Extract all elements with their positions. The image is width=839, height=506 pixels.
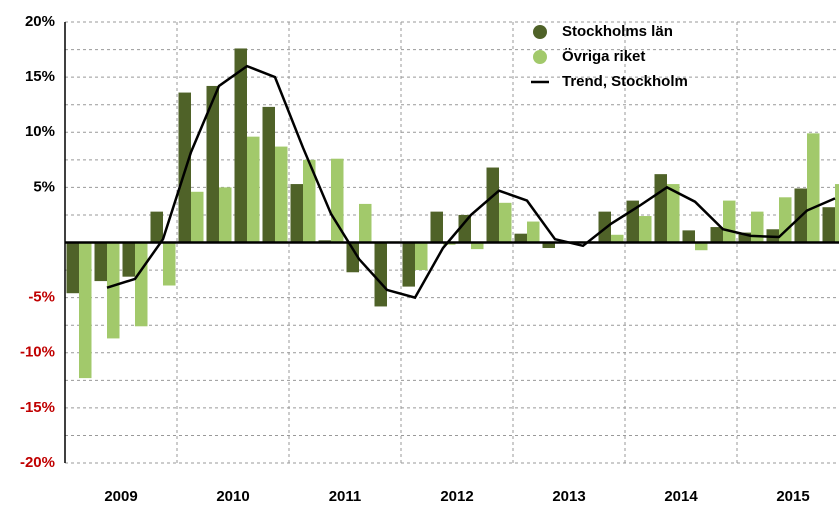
bar — [191, 191, 204, 243]
bar — [723, 200, 736, 243]
plot — [65, 21, 839, 464]
x-tick-label: 2009 — [104, 488, 137, 505]
bar — [346, 242, 359, 273]
bar — [514, 233, 527, 243]
bar — [471, 242, 484, 250]
y-tick-label: 15% — [25, 68, 55, 85]
bar — [822, 207, 835, 243]
bar — [667, 184, 680, 243]
legend-label: Trend, Stockholm — [562, 73, 688, 90]
y-tick-label: -15% — [20, 399, 55, 416]
bar — [779, 197, 792, 243]
bar — [374, 242, 387, 307]
bar — [499, 202, 512, 243]
legend-label: Stockholms län — [562, 23, 673, 40]
bar — [275, 146, 288, 243]
x-tick-label: 2013 — [552, 488, 585, 505]
bar — [415, 242, 428, 271]
bar — [654, 174, 667, 243]
x-tick-label: 2012 — [440, 488, 473, 505]
bar — [682, 230, 695, 243]
bar — [135, 242, 148, 327]
bar — [79, 242, 92, 379]
bar — [835, 184, 839, 243]
bar — [122, 242, 135, 277]
bar — [695, 242, 708, 251]
y-tick-label: 10% — [25, 123, 55, 140]
y-tick-label: 5% — [33, 178, 55, 195]
y-tick-label: 20% — [25, 13, 55, 30]
bar — [107, 242, 120, 339]
bar — [430, 211, 443, 243]
trend-line — [106, 64, 836, 300]
bar — [206, 85, 219, 243]
bar — [163, 242, 176, 286]
bar — [611, 234, 624, 243]
bar — [359, 203, 372, 243]
bar — [303, 159, 316, 243]
bar — [542, 242, 555, 249]
bar — [247, 136, 260, 243]
bar — [807, 133, 820, 243]
bar — [710, 227, 723, 243]
bar — [751, 211, 764, 243]
bar — [402, 242, 415, 287]
bar — [234, 48, 247, 243]
bar — [94, 242, 107, 282]
bar — [66, 242, 79, 294]
x-tick-label: 2015 — [776, 488, 809, 505]
bar — [639, 216, 652, 243]
x-tick-label: 2011 — [329, 488, 362, 505]
y-tick-label: -5% — [28, 289, 55, 306]
bar — [527, 221, 540, 243]
bar — [150, 211, 163, 243]
bar — [290, 184, 303, 243]
bar — [219, 187, 232, 243]
bar — [458, 214, 471, 243]
legend-swatch — [533, 50, 547, 64]
bar — [598, 211, 611, 243]
bar — [486, 167, 499, 243]
legend-swatch — [533, 25, 547, 39]
bar — [262, 106, 275, 243]
y-tick-label: -20% — [20, 454, 55, 471]
legend-label: Övriga riket — [562, 48, 645, 65]
bar — [331, 158, 344, 243]
x-tick-label: 2010 — [216, 488, 249, 505]
x-tick-label: 2014 — [664, 488, 698, 505]
bar — [738, 232, 751, 243]
y-tick-label: -10% — [20, 344, 55, 361]
